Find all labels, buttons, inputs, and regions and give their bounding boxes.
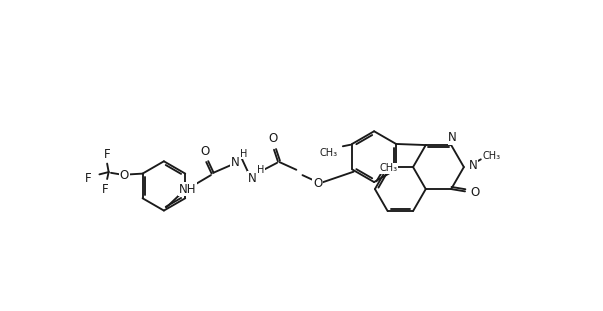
Text: O: O [470, 186, 479, 199]
Text: CH₃: CH₃ [380, 163, 398, 173]
Text: N: N [448, 131, 457, 144]
Text: F: F [104, 148, 110, 161]
Text: N: N [248, 172, 257, 185]
Text: O: O [201, 145, 210, 158]
Text: F: F [103, 183, 109, 196]
Text: N: N [231, 156, 240, 169]
Text: CH₃: CH₃ [320, 148, 338, 158]
Text: O: O [268, 132, 278, 146]
Text: H: H [240, 149, 248, 159]
Text: F: F [84, 172, 91, 185]
Text: O: O [119, 169, 128, 182]
Text: N: N [469, 159, 478, 172]
Text: H: H [257, 165, 265, 175]
Text: NH: NH [179, 183, 197, 196]
Text: CH₃: CH₃ [482, 151, 500, 161]
Text: O: O [314, 177, 323, 190]
